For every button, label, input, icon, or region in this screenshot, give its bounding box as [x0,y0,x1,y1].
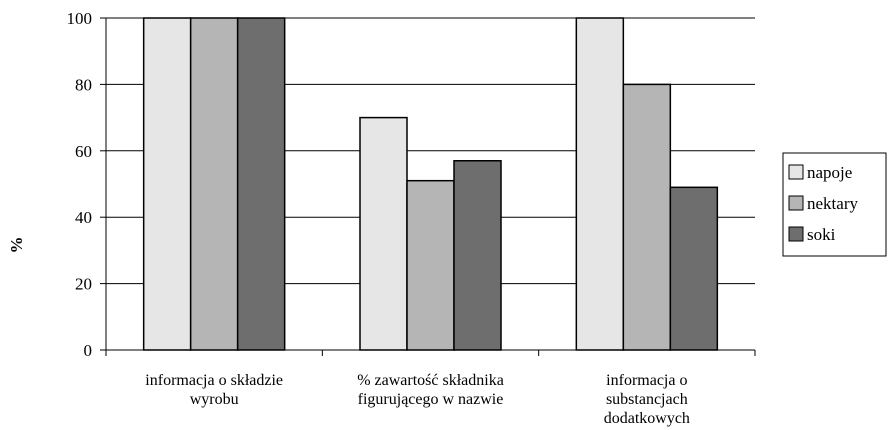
legend: napoje nektary soki [782,152,887,257]
x-category-label: figurującego w nazwie [358,391,504,408]
y-axis-label: % [7,237,26,254]
legend-label-napoje: napoje [807,163,852,182]
y-tick-label: 80 [75,75,92,94]
x-category-labels: informacja o składzie wyrobu % zawartość s… [145,372,690,427]
y-tick-labels: 0 20 40 60 80 100 [67,9,93,360]
x-category-label: % zawartość składnika [357,372,504,389]
y-tick-label: 60 [75,142,92,161]
bar-napoje [575,17,625,351]
y-tick-label: 100 [67,9,93,28]
axes [105,18,756,356]
y-tick-label: 0 [84,341,93,360]
bar-soki [669,186,719,351]
x-category-label: dodatkowych [604,410,690,427]
bar-nektary [622,83,672,351]
bar-napoje [359,116,408,351]
x-category-label: substancjach [606,391,688,408]
bar-napoje [142,17,192,351]
legend-label-soki: soki [807,225,836,244]
bars [142,17,719,351]
bar-soki [236,17,286,351]
x-category-label: informacja o [606,372,687,389]
x-category-label: wyrobu [190,391,239,408]
bar-nektary [189,17,239,351]
legend-label-nektary: nektary [807,194,858,213]
y-tick-label: 40 [75,208,92,227]
legend-swatch-napoje [788,164,804,180]
x-category-label: informacja o składzie [145,372,283,389]
bar-nektary [406,179,455,351]
legend-swatch-nektary [788,195,804,211]
legend-swatch-soki [788,226,804,242]
bar-soki [453,160,502,351]
y-tick-label: 20 [75,275,92,294]
